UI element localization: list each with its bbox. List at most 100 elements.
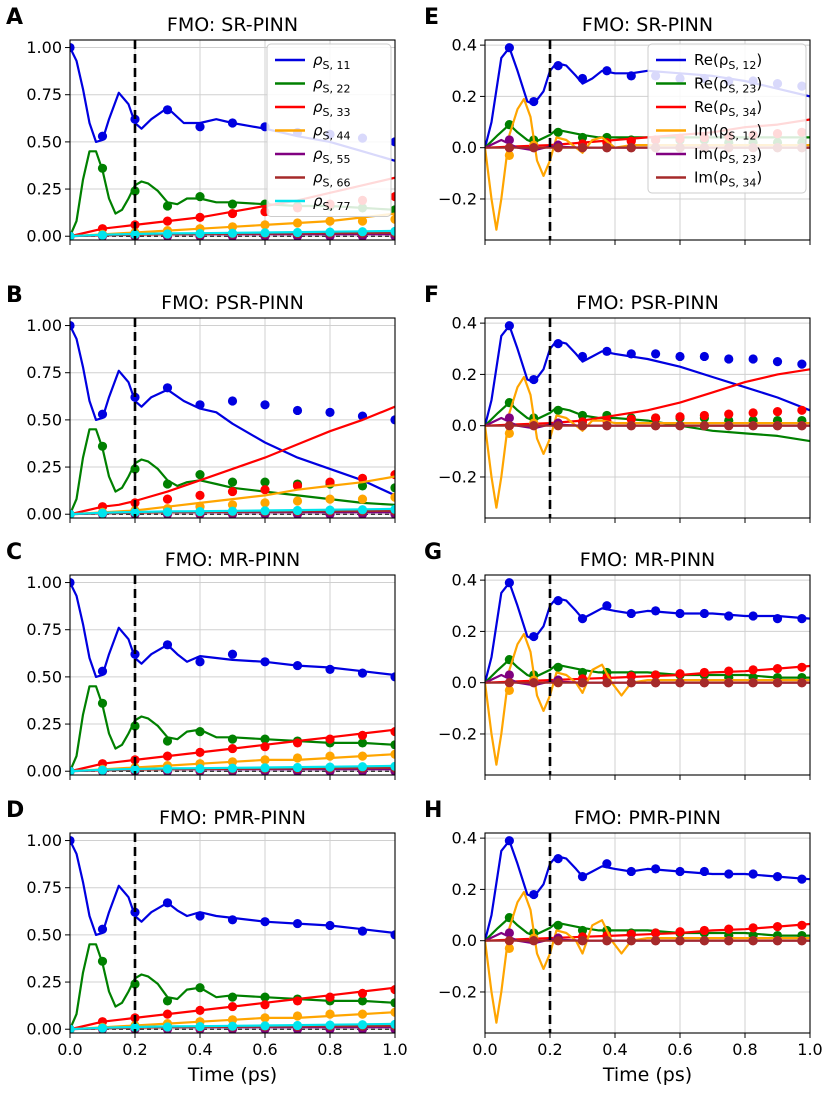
data-point <box>626 414 636 424</box>
y-tick-label: 0.75 <box>26 363 62 382</box>
data-point <box>724 409 734 419</box>
data-point <box>97 409 108 419</box>
data-point <box>651 678 661 688</box>
data-point <box>162 736 173 746</box>
legend-label: ρS, 55 <box>313 145 351 166</box>
data-point <box>724 611 734 621</box>
data-point <box>97 1023 108 1033</box>
data-point <box>626 671 636 681</box>
data-point <box>626 929 636 939</box>
data-point <box>130 114 140 124</box>
data-point <box>390 483 395 493</box>
panel-D: 0.0 0.2 0.4 0.6 0.8 1.0 0.00 0.25 0.50 0.75 1.00 FM… <box>6 798 408 1086</box>
data-point <box>292 218 303 228</box>
x-tick-label: 0.0 <box>57 1040 82 1059</box>
data-point <box>195 212 205 222</box>
data-point <box>504 321 514 331</box>
y-tick-label: 0.2 <box>452 622 477 641</box>
data-point <box>724 421 734 431</box>
data-point <box>390 226 395 236</box>
data-point <box>390 930 395 940</box>
panel-title: FMO: SR-PINN <box>167 14 298 36</box>
data-point <box>292 660 303 671</box>
data-point <box>504 413 514 423</box>
data-point <box>797 920 807 930</box>
legend: Re(ρS, 12) Re(ρS, 23)Re(ρS, 34) Im(ρS, 12)… <box>647 43 807 194</box>
data-point <box>260 763 270 773</box>
data-point <box>699 410 709 421</box>
y-tick-label: 1.00 <box>26 316 62 335</box>
panel-title: FMO: PMR-PINN <box>574 807 721 829</box>
data-point <box>195 1021 205 1032</box>
data-point <box>130 392 140 402</box>
data-point <box>260 734 270 744</box>
data-point <box>260 992 270 1002</box>
data-point <box>162 494 173 504</box>
data-point <box>357 762 368 772</box>
axes-frame <box>484 574 811 776</box>
data-point <box>748 421 758 431</box>
data-point <box>357 926 368 936</box>
data-point <box>227 396 238 406</box>
data-point <box>504 936 514 946</box>
data-point <box>195 490 205 500</box>
data-point <box>651 421 661 431</box>
data-point <box>553 596 563 606</box>
data-point <box>748 678 758 688</box>
legend-box <box>647 43 807 194</box>
panel-H: 0.0 0.2 0.4 0.6 0.8 1.0 −0.2 0.0 0.2 0.4 FMO: PMR-… <box>424 798 823 1086</box>
x-tick-label: 0.4 <box>187 1040 212 1059</box>
y-tick-label: 0.00 <box>26 505 62 524</box>
data-point <box>227 763 238 773</box>
x-tick-label: 0.6 <box>667 1040 692 1059</box>
panel-G: −0.2 0.0 0.2 0.4 FMO: MR-PINN G <box>424 540 811 780</box>
series-line <box>70 475 395 516</box>
data-point <box>577 410 588 421</box>
data-point <box>529 374 539 385</box>
data-point <box>553 920 563 930</box>
y-tick-label: 0.25 <box>26 973 62 992</box>
data-point <box>797 936 807 946</box>
data-point <box>195 747 205 757</box>
data-point <box>699 421 709 431</box>
data-point <box>772 871 783 882</box>
y-tick-label: 0.25 <box>26 715 62 734</box>
series-line <box>485 916 810 942</box>
x-tick-label: 0.8 <box>317 1040 342 1059</box>
data-point <box>504 670 514 680</box>
data-point <box>357 505 368 515</box>
legend-label: Im(ρS, 23) <box>694 145 762 166</box>
data-point <box>70 1024 75 1033</box>
series-line <box>485 368 810 427</box>
data-point <box>70 577 75 588</box>
data-point <box>504 678 514 688</box>
data-point <box>390 492 395 502</box>
data-point <box>577 667 588 678</box>
data-point <box>675 608 685 619</box>
data-point <box>130 186 140 196</box>
data-point <box>325 477 335 487</box>
data-point <box>724 936 734 946</box>
data-point <box>195 1005 205 1015</box>
data-point <box>529 678 539 688</box>
data-point <box>325 216 335 226</box>
data-point <box>504 150 514 160</box>
y-tick-label: 0.0 <box>452 673 477 692</box>
data-point <box>292 505 303 516</box>
data-point <box>260 1013 270 1023</box>
y-tick-label: 0.50 <box>26 925 62 944</box>
data-point <box>260 755 270 765</box>
data-point <box>292 405 303 416</box>
data-point <box>772 663 783 674</box>
data-point <box>626 421 636 431</box>
data-point <box>162 216 173 226</box>
data-point <box>325 920 335 931</box>
data-point <box>227 1015 238 1025</box>
series-line <box>70 582 395 679</box>
data-point <box>195 983 205 993</box>
data-point <box>162 640 173 650</box>
data-point <box>504 421 514 431</box>
panel-label: D <box>6 798 24 823</box>
data-point <box>651 349 661 359</box>
